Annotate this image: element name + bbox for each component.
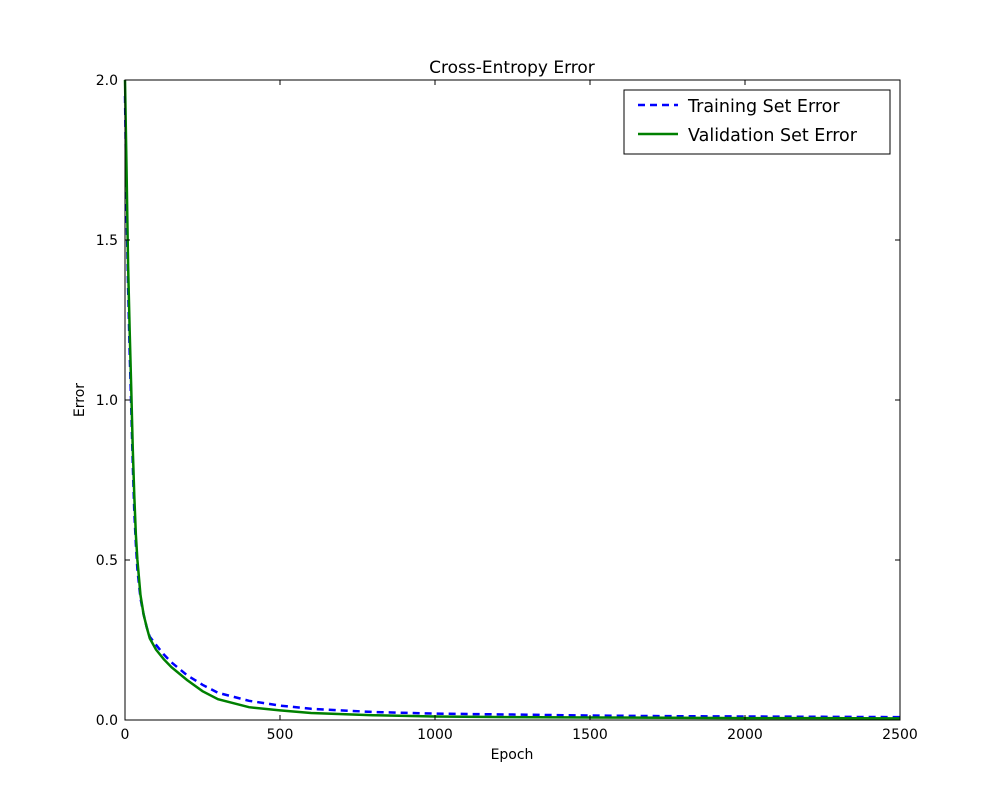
y-tick-label: 1.0: [96, 393, 118, 409]
series-line-training: [123, 95, 901, 719]
x-tick-label: 0: [121, 727, 130, 743]
x-axis-label: Epoch: [491, 747, 534, 763]
x-tick-label: 2500: [882, 727, 918, 743]
x-tick-label: 1500: [572, 727, 608, 743]
x-tick-label: 500: [267, 727, 294, 743]
series-line-validation: [123, 79, 901, 720]
axes: 0 500 1000 1500 2000 2500 0.0 0.5 1.0 1.5 2.0: [96, 73, 918, 743]
legend-label-validation: Validation Set Error: [688, 126, 858, 146]
legend-label-training: Training Set Error: [687, 97, 840, 117]
y-tick-label: 1.5: [96, 233, 118, 249]
x-tick-label: 2000: [727, 727, 763, 743]
x-tick-label: 1000: [417, 727, 453, 743]
y-tick-label: 2.0: [96, 73, 118, 89]
legend-box: [623, 89, 891, 155]
y-axis-label: Error: [72, 383, 88, 417]
chart-title: Cross-Entropy Error: [429, 58, 595, 78]
plot-area: [123, 79, 901, 720]
y-tick-label: 0.5: [96, 553, 118, 569]
legend: Training Set Error Validation Set Error: [623, 89, 891, 155]
y-tick-label: 0.0: [96, 713, 118, 729]
